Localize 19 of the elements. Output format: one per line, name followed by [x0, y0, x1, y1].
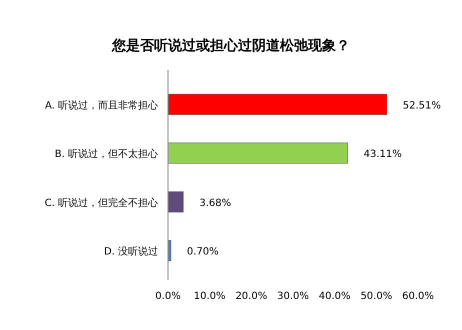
- x-tick-label: 0.0%: [155, 291, 181, 302]
- bar: [168, 94, 388, 115]
- chart-title: 您是否听说过或担心过阴道松弛现象？: [111, 37, 350, 54]
- x-tick-label: 10.0%: [194, 291, 226, 302]
- data-label: 43.11%: [364, 149, 402, 160]
- x-tick-label: 30.0%: [277, 291, 309, 302]
- x-tick-label: 20.0%: [235, 291, 268, 302]
- x-tick-label: 40.0%: [318, 291, 351, 302]
- bar: [168, 191, 184, 212]
- y-tick-label: C. 听说过，但完全不担心: [44, 196, 158, 209]
- bar: [168, 142, 348, 164]
- y-tick-label: B. 听说过，但不太担心: [54, 148, 158, 160]
- x-tick-label: 60.0%: [402, 291, 434, 302]
- y-tick-label: D. 没听说过: [104, 246, 158, 258]
- x-tick-label: 50.0%: [360, 291, 392, 302]
- data-label: 3.68%: [199, 198, 232, 209]
- y-tick-label: A. 听说过，而且非常担心: [44, 99, 158, 112]
- data-label: 0.70%: [186, 246, 219, 258]
- data-label: 52.51%: [402, 100, 441, 112]
